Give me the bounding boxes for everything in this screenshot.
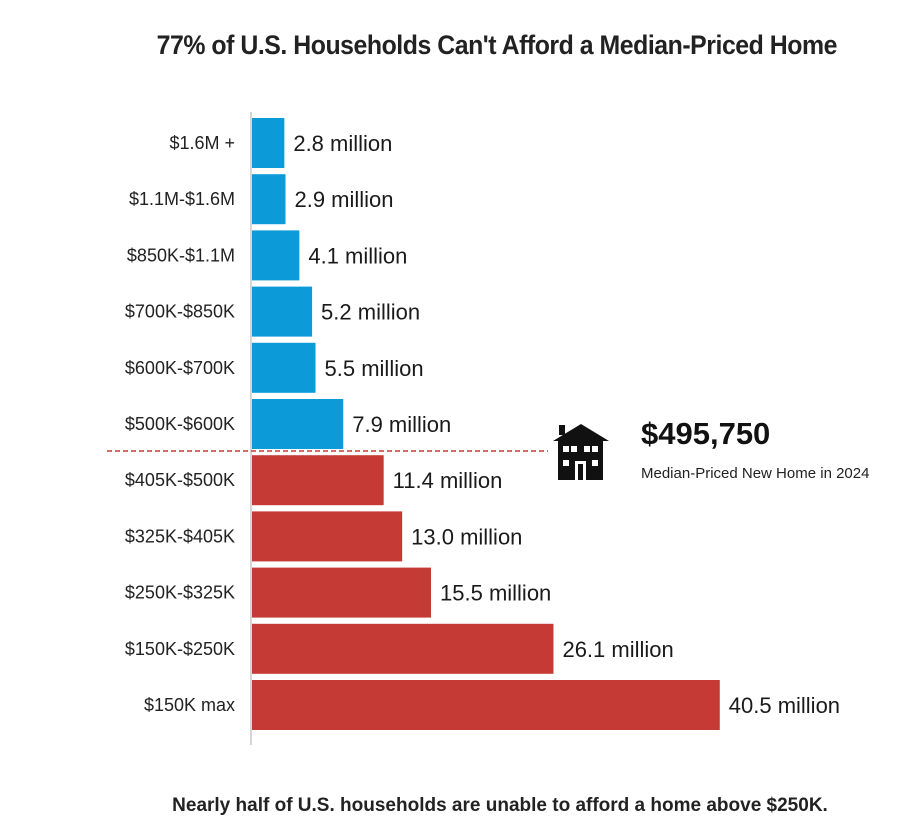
bar (252, 174, 286, 225)
category-labels-group: $1.6M + $1.1M-$1.6M $850K-$1.1M $700K-$850K… (125, 133, 235, 715)
bars-group (252, 118, 720, 730)
bar (252, 118, 285, 168)
value-label: 40.5 million (729, 693, 840, 718)
category-label: $600K-$700K (125, 358, 235, 378)
house-icon (553, 424, 609, 480)
value-label: 4.1 million (308, 243, 407, 268)
category-label: $500K-$600K (125, 414, 235, 434)
value-labels-group: 2.8 million 2.9 million 4.1 million 5.2 mil… (293, 131, 840, 718)
bar (252, 455, 384, 506)
median-home-price-value: $495,750 (641, 416, 770, 451)
bar (252, 342, 316, 393)
bar (252, 680, 720, 730)
value-label: 11.4 million (393, 468, 503, 493)
value-label: 2.8 million (293, 131, 392, 156)
category-label: $250K-$325K (125, 583, 235, 603)
category-label: $1.6M + (169, 133, 235, 153)
bar (252, 399, 344, 449)
value-label: 15.5 million (440, 581, 551, 606)
value-label: 5.2 million (321, 300, 420, 325)
median-home-price-label: Median-Priced New Home in 2024 (641, 465, 869, 482)
bar (252, 230, 300, 281)
bar (252, 286, 313, 337)
bar (252, 511, 403, 562)
chart-title: 77% of U.S. Households Can't Afford a Me… (156, 30, 838, 60)
bar (252, 623, 554, 674)
category-label: $405K-$500K (125, 470, 235, 490)
category-label: $700K-$850K (125, 302, 235, 322)
value-label: 2.9 million (294, 187, 393, 212)
category-label: $1.1M-$1.6M (129, 189, 235, 209)
value-label: 5.5 million (325, 356, 424, 381)
value-label: 13.0 million (411, 524, 522, 549)
category-label: $325K-$405K (125, 526, 235, 546)
bar (252, 567, 432, 618)
category-label: $850K-$1.1M (127, 245, 235, 265)
category-label: $150K-$250K (125, 639, 235, 659)
chart-caption: Nearly half of U.S. households are unabl… (172, 795, 828, 816)
value-label: 7.9 million (352, 412, 451, 437)
category-label: $150K max (144, 695, 235, 715)
value-label: 26.1 million (562, 637, 673, 662)
